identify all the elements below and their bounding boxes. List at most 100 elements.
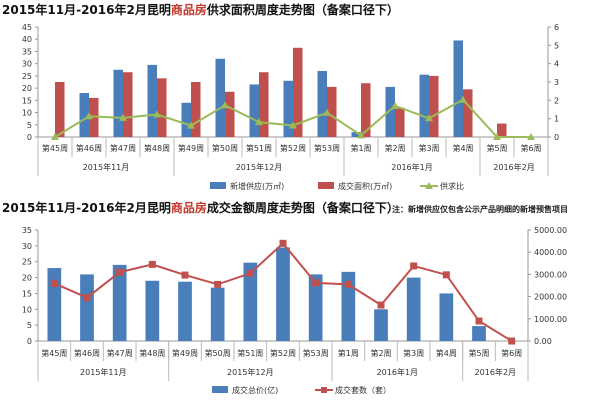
point-units <box>279 239 287 247</box>
y-tick-label: 35 <box>22 47 32 56</box>
bar-supply <box>249 84 259 137</box>
y-tick-label: 45 <box>22 23 32 32</box>
x-tick-label: 第5周 <box>486 143 507 153</box>
point-ratio <box>391 101 399 109</box>
point-units <box>312 279 320 287</box>
title-part: 商品房 <box>171 200 207 215</box>
y-tick-label: 30 <box>22 60 32 69</box>
bar-amount <box>210 287 225 341</box>
bar-supply <box>419 74 429 137</box>
x-tick-label: 第47周 <box>107 348 133 358</box>
bar-supply <box>79 93 89 137</box>
y2-tick-label: 6 <box>554 23 559 32</box>
x-tick-label: 第52周 <box>280 143 306 153</box>
bar-sales <box>361 83 371 137</box>
title-part: 2015年11月-2016年2月昆明 <box>2 200 171 215</box>
y-tick-label: 5 <box>27 121 32 130</box>
x-tick-label: 第45周 <box>41 348 67 358</box>
bar-amount <box>47 268 62 341</box>
point-units <box>442 271 450 279</box>
point-units <box>148 260 156 268</box>
legend-marker <box>425 182 433 189</box>
y-tick-label: 30 <box>22 242 32 251</box>
x-tick-label: 第4周 <box>436 348 457 358</box>
x-tick-label: 第1周 <box>350 143 371 153</box>
bar-amount <box>406 277 421 341</box>
y2-tick-label: 0.00 <box>534 337 552 346</box>
x-tick-label: 第45周 <box>42 143 68 153</box>
bar-amount <box>145 280 160 341</box>
y-tick-label: 20 <box>22 274 32 283</box>
x-tick-label: 第52周 <box>270 348 296 358</box>
y-tick-label: 15 <box>22 289 32 298</box>
point-ratio <box>119 113 127 121</box>
bar-sales <box>497 123 507 137</box>
legend-label: 成交套数（套） <box>335 385 391 395</box>
bar-amount <box>112 264 127 341</box>
group-label: 2015年11月 <box>80 367 127 377</box>
y-tick-label: 0 <box>27 133 32 142</box>
x-tick-label: 第5周 <box>468 348 489 358</box>
group-label: 2016年1月 <box>377 367 418 377</box>
title-part: 2015年11月-2016年2月昆明 <box>2 2 171 17</box>
chart-note: 注：新增供应仅包含公示产品明细的新增预售项目 <box>392 204 568 214</box>
point-ratio <box>187 121 195 129</box>
legend-label: 新增供应(万㎡) <box>230 181 284 191</box>
legend-label: 成交总价(亿) <box>232 385 278 395</box>
point-ratio <box>357 131 365 139</box>
x-tick-label: 第51周 <box>246 143 272 153</box>
x-tick-label: 第53周 <box>314 143 340 153</box>
x-tick-label: 第50周 <box>212 143 238 153</box>
bar-supply <box>385 86 395 137</box>
title-part: 商品房 <box>171 2 207 17</box>
bar-amount <box>341 271 356 341</box>
point-ratio <box>527 133 535 140</box>
x-tick-label: 第3周 <box>418 143 439 153</box>
point-ratio <box>255 118 263 126</box>
bar-sales <box>259 72 269 137</box>
bar-sales <box>463 89 473 137</box>
point-ratio <box>85 112 93 120</box>
x-tick-label: 第4周 <box>452 143 473 153</box>
bar-sales <box>429 75 439 137</box>
bar-sales <box>395 107 405 137</box>
y-tick-label: 0 <box>27 337 32 346</box>
legend-swatch <box>318 182 334 189</box>
y2-tick-label: 2000.00 <box>534 293 567 302</box>
point-units <box>181 271 189 279</box>
group-label: 2016年1月 <box>391 162 432 172</box>
title-part: 供求面积周度走势图（备案口径下） <box>206 2 399 17</box>
x-tick-label: 第1周 <box>338 348 359 358</box>
point-ratio <box>425 114 433 122</box>
y2-tick-label: 3000.00 <box>534 270 567 279</box>
x-tick-label: 第46周 <box>74 348 100 358</box>
point-ratio <box>323 108 331 116</box>
y2-tick-label: 5000.00 <box>534 226 567 235</box>
bar-amount <box>243 262 258 341</box>
legend-marker <box>321 387 327 393</box>
group-label: 2016年2月 <box>493 162 534 172</box>
point-units <box>50 279 58 287</box>
bar-sales <box>225 91 235 137</box>
chart-title: 2015年11月-2016年2月昆明商品房成交金额周度走势图（备案口径下） <box>2 200 399 215</box>
x-tick-label: 第3周 <box>403 348 424 358</box>
y-tick-label: 10 <box>22 305 32 314</box>
bar-sales <box>123 72 133 137</box>
x-tick-label: 第48周 <box>139 348 165 358</box>
y-tick-label: 20 <box>22 84 32 93</box>
x-tick-label: 第49周 <box>178 143 204 153</box>
bar-amount <box>178 281 192 341</box>
x-tick-label: 第51周 <box>237 348 263 358</box>
x-tick-label: 第6周 <box>520 143 541 153</box>
point-units <box>214 280 222 288</box>
point-ratio <box>459 95 467 103</box>
bar-supply <box>113 69 123 137</box>
point-ratio <box>289 121 297 129</box>
point-units <box>410 262 418 270</box>
bar-amount <box>472 326 486 341</box>
y2-tick-label: 1000.00 <box>534 315 567 324</box>
group-label: 2016年2月 <box>475 367 516 377</box>
bar-sales <box>327 86 337 137</box>
legend-label: 成交面积(万㎡) <box>338 181 392 191</box>
